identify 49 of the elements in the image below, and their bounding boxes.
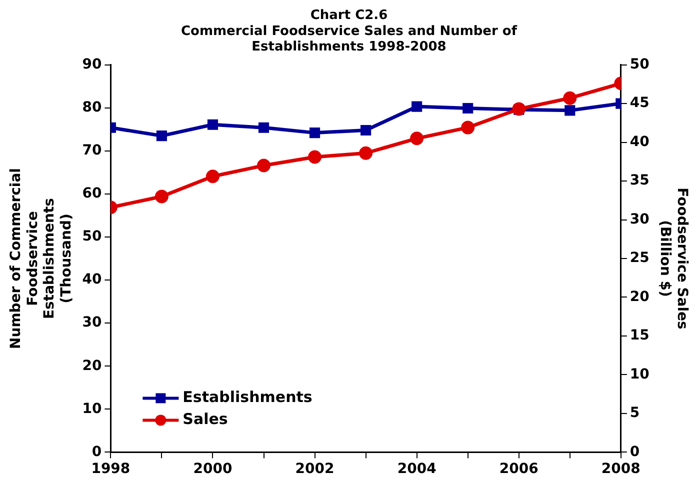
- point: [412, 101, 422, 112]
- y2-tick-label: 35: [630, 172, 650, 189]
- legend-label: Sales: [182, 410, 228, 428]
- y-axis-title: Number of Commercial Foodservice Establishments (Thousand): [8, 168, 74, 349]
- x-tick-label: 2002: [295, 461, 334, 478]
- y-tick-label: 10: [82, 400, 102, 417]
- point: [258, 122, 270, 133]
- y2-tick-label: 40: [630, 134, 650, 150]
- y-tick-label: 80: [82, 99, 102, 116]
- y-tick-label: 60: [82, 186, 102, 202]
- point: [462, 102, 474, 114]
- y-tick-label: 20: [82, 358, 102, 374]
- y2-tick-label: 0: [630, 444, 640, 460]
- legend-label: Establishments: [182, 388, 312, 406]
- x-tick-label: 1998: [91, 461, 130, 478]
- y2-tick-label: 50: [630, 56, 650, 72]
- x-tick-label: 2000: [193, 461, 232, 478]
- y2-tick-label: 30: [630, 211, 650, 228]
- y2-tick-label: 5: [630, 405, 640, 422]
- point: [360, 124, 372, 136]
- y2-tick-label: 10: [630, 366, 650, 382]
- point: [564, 105, 576, 116]
- y-tick-label: 0: [92, 444, 102, 460]
- point: [156, 130, 167, 142]
- y2-tick-label: 25: [630, 250, 650, 266]
- y2-tick-label: 45: [630, 95, 650, 112]
- x-tick-label: 2008: [601, 461, 640, 478]
- y-tick-label: 40: [82, 272, 102, 288]
- point: [563, 91, 577, 105]
- point: [206, 170, 220, 184]
- point: [410, 132, 424, 146]
- y-tick-label: 50: [82, 228, 102, 245]
- y2-tick-label: 20: [630, 288, 650, 305]
- y-tick-label: 90: [82, 56, 102, 72]
- y2-tick-label: 15: [630, 328, 650, 344]
- y-tick-label: 30: [82, 314, 102, 331]
- x-tick-label: 2006: [499, 461, 538, 478]
- point: [309, 128, 320, 138]
- x-tick-label: 2004: [397, 461, 437, 478]
- point: [207, 119, 218, 130]
- y-tick-label: 70: [82, 142, 102, 159]
- point: [461, 120, 475, 134]
- point: [154, 190, 168, 204]
- chart-subtitle: Commercial Foodservice Sales and Number of Establishments 1998-2008: [180, 24, 518, 54]
- y2-axis-title: Foodservice Sales (Billion $): [657, 188, 690, 330]
- chart-title: Chart C2.6: [310, 8, 388, 24]
- point: [257, 158, 271, 172]
- point: [308, 150, 322, 164]
- point: [359, 146, 373, 160]
